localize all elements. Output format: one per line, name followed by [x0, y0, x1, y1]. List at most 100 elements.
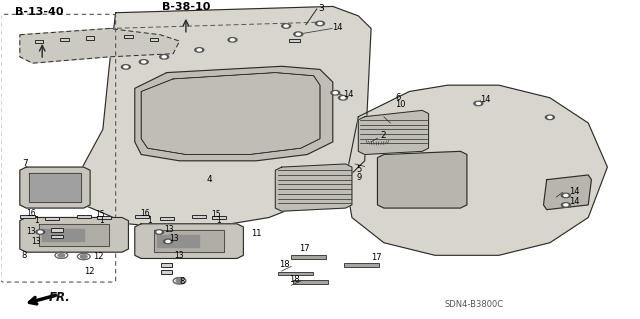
Text: 13: 13 — [26, 227, 36, 236]
Circle shape — [318, 22, 322, 25]
Circle shape — [58, 254, 65, 257]
Text: 14: 14 — [480, 95, 491, 104]
Text: 16: 16 — [140, 209, 150, 218]
Text: 18: 18 — [279, 260, 290, 269]
Text: 14: 14 — [569, 197, 580, 206]
Circle shape — [228, 38, 237, 42]
Circle shape — [316, 21, 324, 26]
Polygon shape — [135, 66, 333, 161]
Polygon shape — [275, 164, 352, 211]
Polygon shape — [29, 174, 81, 202]
Polygon shape — [157, 235, 198, 248]
Polygon shape — [135, 224, 243, 258]
Circle shape — [164, 239, 173, 244]
Circle shape — [561, 193, 570, 198]
Circle shape — [474, 101, 483, 106]
Text: 14: 14 — [332, 23, 342, 32]
Circle shape — [230, 39, 234, 41]
Circle shape — [294, 32, 303, 36]
Bar — [45, 217, 59, 220]
Bar — [97, 216, 111, 219]
Text: SDN4-B3800C: SDN4-B3800C — [445, 300, 504, 309]
Text: 14: 14 — [569, 187, 580, 196]
Circle shape — [195, 48, 204, 52]
Bar — [212, 216, 226, 219]
Circle shape — [155, 230, 164, 234]
Bar — [291, 255, 326, 259]
Circle shape — [176, 279, 182, 283]
Bar — [35, 40, 43, 43]
Polygon shape — [154, 230, 224, 252]
Circle shape — [564, 204, 568, 206]
Text: 4: 4 — [207, 174, 212, 183]
Text: 8: 8 — [21, 251, 26, 260]
Polygon shape — [20, 167, 90, 208]
Circle shape — [141, 61, 146, 63]
Text: 8: 8 — [179, 277, 185, 286]
Text: 18: 18 — [289, 275, 300, 284]
Text: 14: 14 — [343, 90, 353, 99]
Text: 15: 15 — [211, 211, 221, 219]
Circle shape — [282, 24, 291, 28]
Text: 1: 1 — [100, 216, 104, 225]
Text: 2: 2 — [381, 131, 387, 140]
Bar — [20, 215, 35, 218]
Bar — [51, 228, 63, 232]
Text: 7: 7 — [22, 159, 28, 168]
Text: 3: 3 — [318, 4, 324, 12]
Bar — [161, 263, 173, 267]
Circle shape — [476, 102, 481, 104]
Circle shape — [81, 255, 87, 258]
Circle shape — [140, 60, 148, 64]
Text: 9: 9 — [356, 173, 362, 182]
Text: B-13-40: B-13-40 — [15, 7, 63, 17]
Circle shape — [333, 92, 337, 94]
Text: 10: 10 — [396, 100, 406, 109]
Bar — [86, 36, 94, 40]
Text: 13: 13 — [170, 234, 179, 243]
Circle shape — [339, 96, 348, 100]
Circle shape — [36, 230, 45, 234]
Bar — [278, 272, 313, 276]
Circle shape — [81, 255, 87, 258]
Bar — [77, 215, 91, 218]
Bar — [51, 234, 63, 238]
Text: B-38-10: B-38-10 — [163, 2, 211, 12]
Circle shape — [548, 116, 552, 118]
Circle shape — [561, 203, 570, 207]
Text: 6: 6 — [396, 93, 401, 102]
Bar — [150, 38, 158, 41]
Circle shape — [284, 25, 288, 27]
Circle shape — [122, 65, 131, 69]
Text: 1: 1 — [148, 216, 152, 225]
Polygon shape — [20, 28, 179, 63]
Text: 15: 15 — [95, 211, 105, 219]
Circle shape — [38, 231, 42, 233]
Circle shape — [296, 33, 300, 35]
Bar — [136, 215, 150, 218]
Text: 13: 13 — [174, 251, 184, 260]
Bar — [161, 270, 173, 274]
Circle shape — [124, 66, 128, 68]
Bar — [293, 280, 328, 284]
Polygon shape — [20, 218, 129, 252]
Polygon shape — [346, 85, 607, 255]
Text: 17: 17 — [371, 253, 381, 262]
Bar — [60, 38, 68, 41]
Text: 12: 12 — [84, 267, 94, 276]
Bar — [289, 39, 300, 42]
Circle shape — [331, 91, 340, 95]
Polygon shape — [378, 151, 467, 208]
Text: 13: 13 — [31, 237, 41, 246]
Polygon shape — [358, 110, 429, 154]
Text: 1: 1 — [216, 216, 221, 225]
Circle shape — [545, 115, 554, 120]
Circle shape — [166, 241, 170, 242]
Bar — [191, 215, 205, 218]
Text: 12: 12 — [93, 252, 104, 261]
Circle shape — [197, 49, 202, 51]
Circle shape — [160, 55, 169, 59]
Polygon shape — [39, 224, 109, 246]
Circle shape — [157, 231, 161, 233]
Bar — [344, 263, 380, 267]
